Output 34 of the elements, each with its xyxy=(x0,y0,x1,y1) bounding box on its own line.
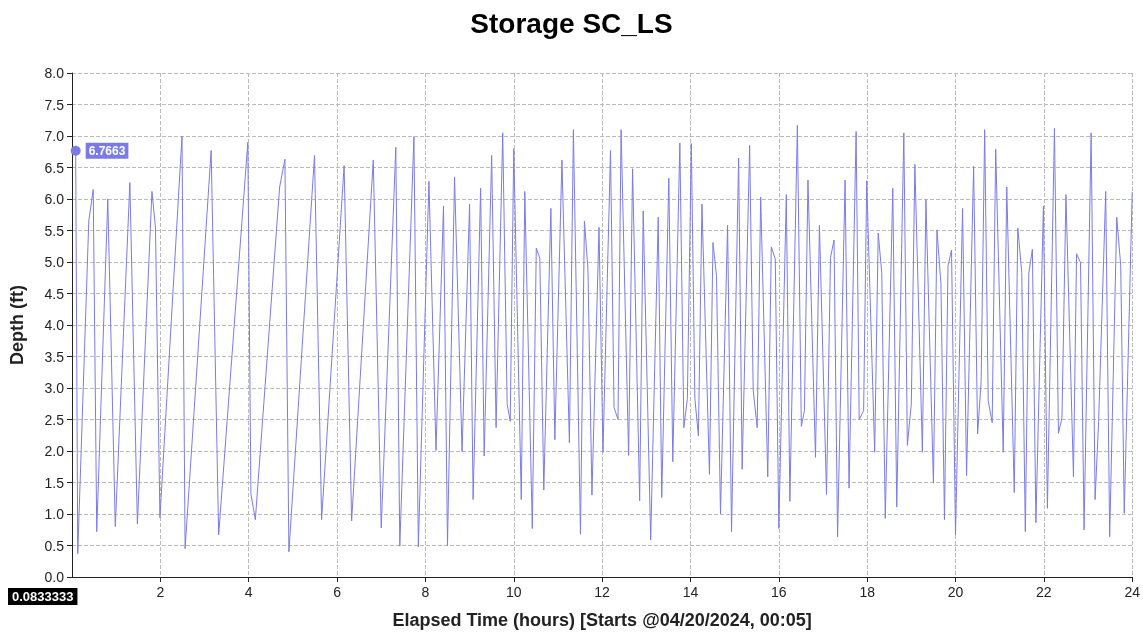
y-tick-label: 3.0 xyxy=(44,380,65,396)
x-tick-label: 4 xyxy=(244,584,253,600)
y-tick-label: 8.0 xyxy=(44,65,65,81)
y-tick-label: 6.5 xyxy=(44,159,65,176)
chart-title: Storage SC_LS xyxy=(470,7,673,39)
y-axis-title: Depth (ft) xyxy=(7,285,27,365)
y-tick-label: 7.5 xyxy=(44,96,65,113)
y-tick-label: 5.5 xyxy=(44,222,65,239)
y-tick-label: 3.5 xyxy=(44,348,65,365)
x-tick-label: 8 xyxy=(421,584,430,600)
x-tick-label: 20 xyxy=(947,584,964,600)
y-tick-label: 2.5 xyxy=(44,411,65,428)
x-axis-title: Elapsed Time (hours) [Starts @04/20/2024, 00:05] xyxy=(392,610,812,630)
annotation: 6.7663 xyxy=(88,143,126,158)
y-tick-label: 1.5 xyxy=(44,474,65,491)
x-tick-label: 22 xyxy=(1036,584,1052,600)
x-tick-label: 14 xyxy=(682,584,699,600)
x-tick-label: 2 xyxy=(156,584,165,600)
x-tick-label: 16 xyxy=(771,584,787,600)
y-tick-label: 0.0 xyxy=(44,569,65,585)
y-tick-label: 6.0 xyxy=(44,191,65,207)
x-tick-label: 18 xyxy=(859,584,876,600)
x-tick-label: 6 xyxy=(333,584,342,600)
y-tick-label: 4.0 xyxy=(44,317,65,333)
y-tick-label: 5.0 xyxy=(44,254,65,270)
text: 0.0833333 xyxy=(12,589,74,604)
y-tick-label: 2.0 xyxy=(44,443,65,459)
y-tick-label: 4.5 xyxy=(44,285,65,302)
y-tick-label: 1.0 xyxy=(44,506,65,522)
y-tick-label: 7.0 xyxy=(44,128,65,144)
x-tick-label: 12 xyxy=(594,584,611,600)
y-tick-label: 0.5 xyxy=(44,537,65,554)
x-tick-label: 10 xyxy=(505,584,522,600)
x-tick-label: 24 xyxy=(1124,584,1141,600)
